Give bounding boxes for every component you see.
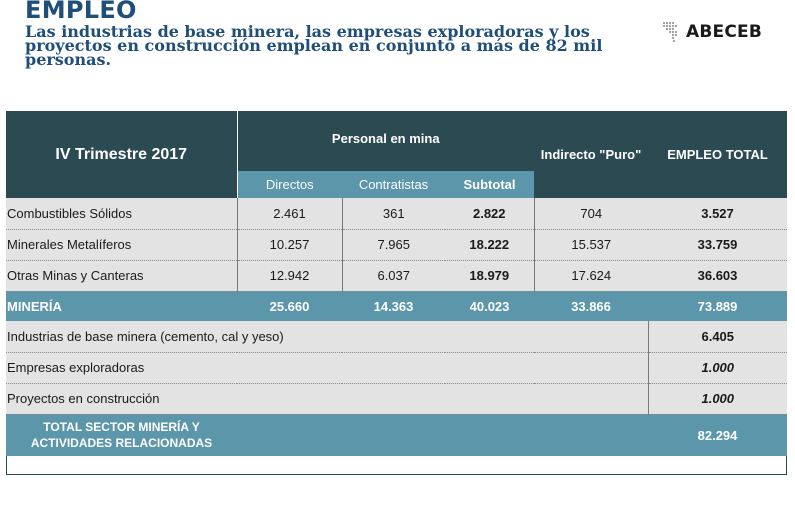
directos-cell: 12.942 bbox=[237, 260, 343, 292]
subtotal-cell: 18.979 bbox=[445, 260, 535, 292]
directos-cell: 25.660 bbox=[237, 291, 342, 321]
personal-en-mina-header: Personal en mina bbox=[237, 111, 535, 171]
grand-total-spacer bbox=[237, 414, 649, 456]
americas-map-icon bbox=[662, 21, 678, 43]
subtotal-cell: 2.822 bbox=[445, 198, 535, 230]
logo-text: ABECEB bbox=[686, 22, 762, 42]
indirecto-cell: 15.537 bbox=[534, 229, 649, 261]
subtotal-cell: 18.222 bbox=[445, 229, 535, 261]
directos-cell: 10.257 bbox=[237, 229, 343, 261]
subtotal-cell: 40.023 bbox=[445, 291, 535, 321]
directos-header: Directos bbox=[237, 171, 342, 198]
indirecto-cell: 704 bbox=[534, 198, 649, 230]
table-row: Minerales Metalíferos 10.257 7.965 18.22… bbox=[6, 229, 788, 261]
directos-cell: 2.461 bbox=[237, 198, 343, 230]
contratistas-cell: 14.363 bbox=[342, 291, 445, 321]
total-cell: 1.000 bbox=[648, 383, 788, 415]
row-label: Combustibles Sólidos bbox=[6, 198, 238, 230]
indirecto-cell: 33.866 bbox=[534, 291, 649, 321]
grand-total-row: TOTAL SECTOR MINERÍA Y ACTIVIDADES RELAC… bbox=[6, 414, 788, 456]
row-label: Otras Minas y Canteras bbox=[6, 260, 238, 292]
table-row: Proyectos en construcción 1.000 bbox=[6, 383, 788, 415]
employment-table: IV Trimestre 2017 Personal en mina Indir… bbox=[6, 111, 788, 456]
contratistas-cell: 7.965 bbox=[342, 229, 445, 261]
table-row: Combustibles Sólidos 2.461 361 2.822 704… bbox=[6, 198, 788, 230]
contratistas-header: Contratistas bbox=[342, 171, 445, 198]
grand-total-label: TOTAL SECTOR MINERÍA Y ACTIVIDADES RELAC… bbox=[6, 414, 237, 456]
table-row: Empresas exploradoras 1.000 bbox=[6, 352, 788, 384]
grand-total-label-line1: TOTAL SECTOR MINERÍA Y bbox=[43, 420, 200, 435]
row-label: Industrias de base minera (cemento, cal … bbox=[6, 321, 649, 353]
grand-total-value: 82.294 bbox=[648, 414, 788, 456]
total-cell: 1.000 bbox=[648, 352, 788, 384]
total-cell: 3.527 bbox=[648, 198, 788, 230]
total-cell: 6.405 bbox=[648, 321, 788, 353]
indirect-header: Indirecto "Puro" bbox=[534, 111, 649, 198]
contratistas-cell: 361 bbox=[342, 198, 445, 230]
period-header: IV Trimestre 2017 bbox=[6, 111, 238, 198]
total-header: EMPLEO TOTAL bbox=[648, 111, 788, 198]
total-cell: 73.889 bbox=[648, 291, 788, 321]
total-cell: 33.759 bbox=[648, 229, 788, 261]
contratistas-cell: 6.037 bbox=[342, 260, 445, 292]
row-label: Minerales Metalíferos bbox=[6, 229, 238, 261]
mineria-row: MINERÍA 25.660 14.363 40.023 33.866 73.8… bbox=[6, 291, 788, 321]
subtotal-header: Subtotal bbox=[445, 171, 535, 198]
total-cell: 36.603 bbox=[648, 260, 788, 292]
grand-total-label-line2: ACTIVIDADES RELACIONADAS bbox=[30, 436, 213, 451]
indirecto-cell: 17.624 bbox=[534, 260, 649, 292]
table-row: Otras Minas y Canteras 12.942 6.037 18.9… bbox=[6, 260, 788, 292]
row-label: Empresas exploradoras bbox=[6, 352, 649, 384]
page-title: EMPLEO bbox=[25, 0, 137, 24]
table-row: Industrias de base minera (cemento, cal … bbox=[6, 321, 788, 353]
page-subtitle: Las industrias de base minera, las empre… bbox=[25, 22, 603, 69]
mineria-label: MINERÍA bbox=[6, 291, 237, 321]
row-label: Proyectos en construcción bbox=[6, 383, 649, 415]
abeceb-logo: ABECEB bbox=[660, 20, 762, 44]
